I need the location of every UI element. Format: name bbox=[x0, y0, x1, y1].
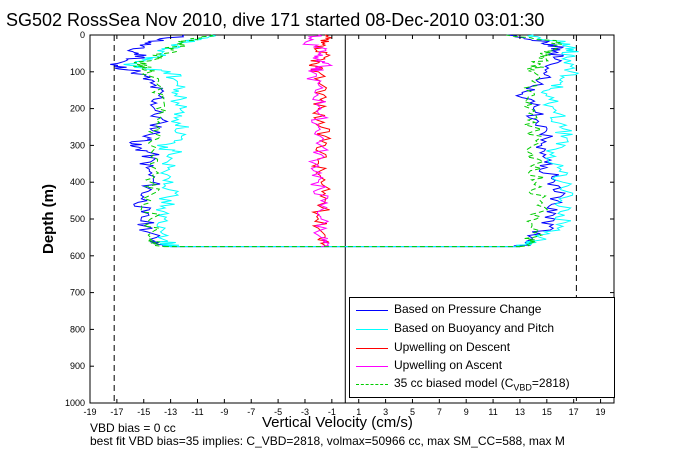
x-tick-label-17: 15 bbox=[542, 407, 552, 417]
legend: Based on Pressure Change Based on Buoyan… bbox=[349, 297, 615, 398]
legend-swatch-pressure bbox=[356, 310, 388, 311]
legend-label-up-ascent: Upwelling on Ascent bbox=[394, 358, 503, 372]
x-tick-label-12: 5 bbox=[410, 407, 415, 417]
legend-swatch-up-descent bbox=[356, 348, 388, 349]
y-tick-label-3: 300 bbox=[70, 140, 85, 150]
x-tick-label-2: -15 bbox=[137, 407, 150, 417]
x-tick-label-5: -9 bbox=[220, 407, 228, 417]
series-up_ascent-line bbox=[302, 34, 334, 248]
legend-swatch-buoyancy bbox=[356, 329, 388, 330]
y-tick-label-4: 400 bbox=[70, 177, 85, 187]
legend-item-buoyancy: Based on Buoyancy and Pitch bbox=[356, 321, 612, 337]
y-tick-label-1: 100 bbox=[70, 67, 85, 77]
legend-item-model: 35 cc biased model (CVBD=2818) bbox=[356, 376, 612, 392]
reference-lines bbox=[113, 35, 577, 403]
legend-label-pressure: Based on Pressure Change bbox=[394, 302, 542, 316]
legend-label-model: 35 cc biased model (CVBD=2818) bbox=[394, 376, 570, 393]
x-axis-label: Vertical Velocity (cm/s) bbox=[262, 414, 413, 431]
x-tick-label-18: 17 bbox=[569, 407, 579, 417]
y-axis: 0 100 200 300 400 500 600 700 800 900 1000 bbox=[65, 30, 614, 408]
series-model-descent-line bbox=[133, 34, 215, 248]
x-tick-label-10: 1 bbox=[356, 407, 361, 417]
y-tick-label-9: 900 bbox=[70, 361, 85, 371]
x-tick-label-8: -3 bbox=[301, 407, 309, 417]
y-axis-label: Depth (m) bbox=[40, 184, 57, 254]
x-tick-label-13: 7 bbox=[437, 407, 442, 417]
y-tick-label-0: 0 bbox=[80, 30, 85, 40]
x-axis: -19 -17 -15 -13 -11 -9 -7 -5 -3 -1 1 3 5 7 9 11 13 15 17 19 bbox=[83, 35, 606, 417]
x-tick-label-9: -1 bbox=[328, 407, 336, 417]
x-tick-label-11: 3 bbox=[383, 407, 388, 417]
y-tick-label-6: 600 bbox=[70, 251, 85, 261]
legend-swatch-model bbox=[356, 384, 388, 385]
x-tick-label-0: -19 bbox=[83, 407, 96, 417]
series-pressure-ascent-line bbox=[506, 34, 566, 248]
series-pressure-descent-line bbox=[110, 34, 185, 248]
y-tick-label-7: 700 bbox=[70, 288, 85, 298]
best-fit-note: best fit VBD bias=35 implies: C_VBD=2818… bbox=[90, 434, 565, 448]
series-model-ascent-line bbox=[506, 34, 562, 248]
y-tick-label-8: 800 bbox=[70, 324, 85, 334]
series-up_descent-line bbox=[308, 34, 332, 247]
x-tick-label-15: 11 bbox=[488, 407, 497, 417]
y-tick-label-2: 200 bbox=[70, 104, 85, 114]
x-tick-label-7: -5 bbox=[274, 407, 282, 417]
x-tick-label-16: 13 bbox=[515, 407, 525, 417]
x-tick-label-6: -7 bbox=[247, 407, 255, 417]
series-buoyancy-descent-line bbox=[123, 34, 216, 248]
x-tick-label-4: -11 bbox=[191, 407, 203, 417]
vbd-bias-note: VBD bias = 0 cc bbox=[90, 421, 176, 435]
x-tick-label-3: -13 bbox=[164, 407, 177, 417]
data-series bbox=[110, 34, 580, 248]
y-tick-label-10: 1000 bbox=[65, 398, 85, 408]
legend-swatch-up-ascent bbox=[356, 366, 388, 367]
legend-item-pressure: Based on Pressure Change bbox=[356, 302, 612, 318]
x-tick-label-19: 19 bbox=[596, 407, 606, 417]
legend-item-up-descent: Upwelling on Descent bbox=[356, 340, 612, 356]
chart-title: SG502 RossSea Nov 2010, dive 171 started… bbox=[6, 10, 545, 30]
legend-label-up-descent: Upwelling on Descent bbox=[394, 340, 511, 354]
x-tick-label-1: -17 bbox=[110, 407, 123, 417]
legend-label-buoyancy: Based on Buoyancy and Pitch bbox=[394, 321, 555, 335]
legend-item-up-ascent: Upwelling on Ascent bbox=[356, 358, 612, 374]
series-buoyancy-ascent-line bbox=[515, 34, 580, 248]
y-tick-label-5: 500 bbox=[70, 214, 85, 224]
x-tick-label-14: 9 bbox=[464, 407, 469, 417]
